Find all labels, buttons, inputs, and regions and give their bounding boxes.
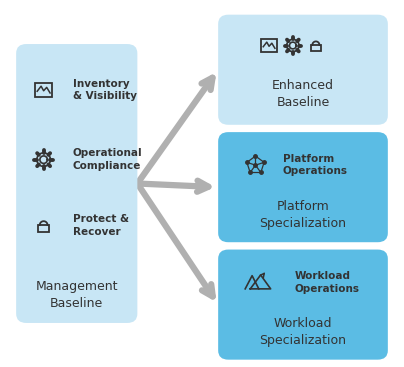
Text: Operational
Compliance: Operational Compliance <box>73 148 142 171</box>
FancyBboxPatch shape <box>218 132 388 242</box>
Text: Platform
Operations: Platform Operations <box>283 154 348 177</box>
FancyBboxPatch shape <box>218 15 388 125</box>
Text: Workload
Specialization: Workload Specialization <box>259 317 347 347</box>
FancyBboxPatch shape <box>218 250 388 360</box>
Bar <box>38 225 49 232</box>
FancyBboxPatch shape <box>16 44 137 323</box>
Text: Protect &
Recover: Protect & Recover <box>73 214 129 237</box>
Bar <box>261 39 277 52</box>
Bar <box>311 45 321 51</box>
Text: Workload
Operations: Workload Operations <box>295 271 360 294</box>
Bar <box>35 83 52 97</box>
Text: Enhanced
Baseline: Enhanced Baseline <box>272 79 334 109</box>
Text: Platform
Specialization: Platform Specialization <box>259 200 347 230</box>
Text: Management
Baseline: Management Baseline <box>36 280 118 310</box>
Text: Inventory
& Visibility: Inventory & Visibility <box>73 79 137 101</box>
